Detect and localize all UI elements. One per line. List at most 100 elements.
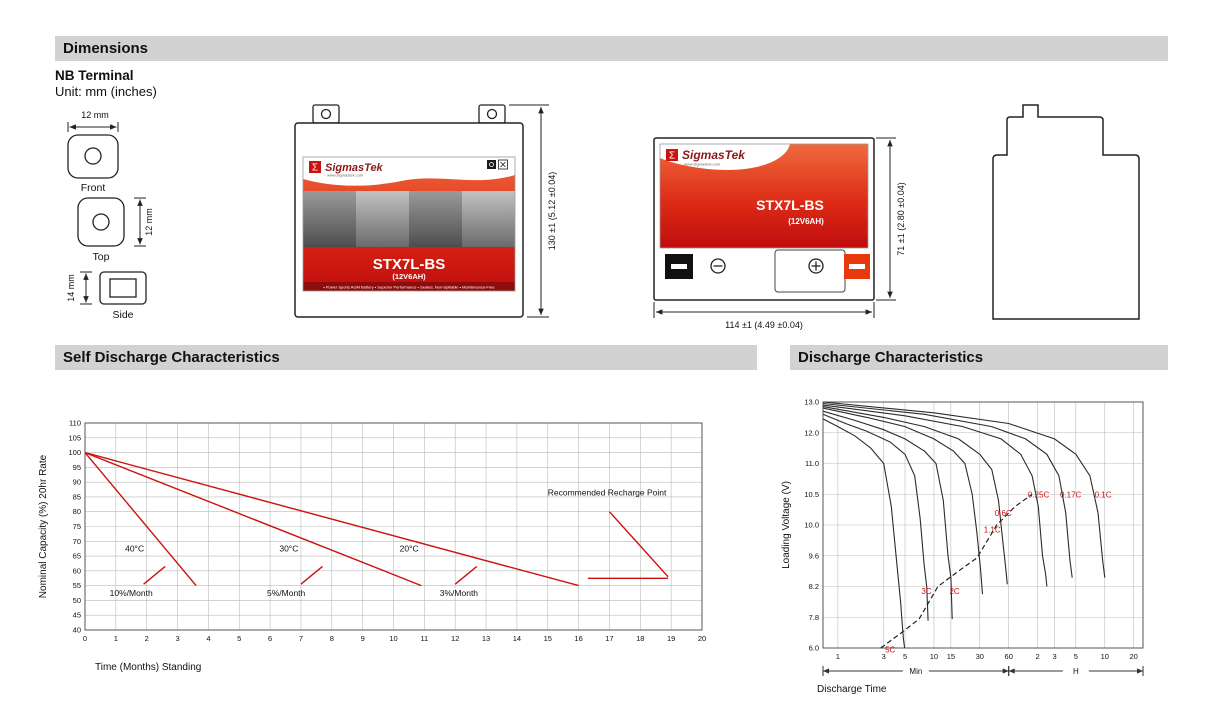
- battery-side-view: Σ SigmasTek www.sigmastek.com STX7L-BS (…: [653, 137, 906, 330]
- brand-name: SigmasTek: [325, 162, 384, 174]
- feature-text: • Power Sports AGM Battery • Superior Pe…: [323, 285, 495, 290]
- svg-text:85: 85: [73, 492, 81, 501]
- svg-text:9.6: 9.6: [809, 551, 819, 560]
- terminal-top-dimension: 12 mm: [134, 197, 154, 247]
- terminal-side-dim-label: 14 mm: [66, 274, 76, 302]
- svg-text:10: 10: [930, 652, 938, 661]
- sigma-logo-box: [309, 161, 321, 173]
- svg-text:12.0: 12.0: [804, 428, 819, 437]
- recycle-icons: [487, 159, 508, 170]
- svg-text:0.17C: 0.17C: [1060, 490, 1082, 499]
- terminal-front-bolt-hole: [84, 147, 102, 165]
- svg-text:13: 13: [482, 634, 490, 643]
- terminal-bolt-right: [486, 108, 498, 120]
- terminal-front-dim-label: 12 mm: [81, 110, 109, 120]
- svg-text:9: 9: [361, 634, 365, 643]
- svg-text:3: 3: [882, 652, 886, 661]
- dimensions-title: Dimensions: [63, 40, 149, 57]
- terminal-type-title: NB Terminal: [55, 68, 134, 83]
- svg-text:40: 40: [73, 626, 81, 635]
- svg-text:80: 80: [73, 507, 81, 516]
- svg-text:45: 45: [73, 611, 81, 620]
- section-header-dimensions: Dimensions: [55, 36, 1168, 61]
- svg-text:75: 75: [73, 522, 81, 531]
- svg-text:7: 7: [299, 634, 303, 643]
- svg-text:Loading Voltage (V): Loading Voltage (V): [781, 481, 792, 569]
- svg-text:1: 1: [836, 652, 840, 661]
- height-dim-label: 130 ±1 (5.12 ±0.04): [547, 172, 557, 250]
- width-dimension: 114 ±1 (4.49 ±0.04): [653, 302, 875, 330]
- svg-text:105: 105: [68, 433, 81, 442]
- label-swoosh: [303, 157, 515, 186]
- polarity-markers: [665, 249, 870, 293]
- svg-text:Recommended Recharge Point: Recommended Recharge Point: [548, 487, 667, 497]
- terminal-top-bolt-hole: [92, 213, 110, 231]
- svg-text:3: 3: [1052, 652, 1056, 661]
- svg-text:10.0: 10.0: [804, 521, 819, 530]
- svg-text:2: 2: [145, 634, 149, 643]
- sigmastek-logo: Σ SigmasTek www.sigmastek.com: [309, 161, 384, 178]
- curve-0.6C: [822, 406, 1008, 585]
- battery-profile-outline: [992, 104, 1140, 320]
- curve-5C: [822, 418, 906, 649]
- series-5%/Month: [84, 451, 422, 587]
- section-header-discharge: Discharge Characteristics: [790, 345, 1168, 370]
- brand-name-side: SigmasTek: [682, 148, 746, 162]
- svg-text:15: 15: [947, 652, 955, 661]
- battery-front-terminals: [312, 104, 506, 124]
- svg-text:30: 30: [976, 652, 984, 661]
- svg-text:Discharge Time: Discharge Time: [817, 684, 887, 695]
- terminal-bolt-left: [320, 108, 332, 120]
- svg-text:13.0: 13.0: [804, 398, 819, 407]
- svg-text:10: 10: [1101, 652, 1109, 661]
- model-number-front: STX7L-BS: [373, 256, 446, 273]
- svg-text:2: 2: [1036, 652, 1040, 661]
- dashed-recharge-line: [880, 493, 1033, 649]
- svg-text:10: 10: [389, 634, 397, 643]
- curve-3C: [822, 413, 929, 621]
- svg-text:100: 100: [68, 448, 81, 457]
- capacity-front: (12V6AH): [392, 272, 426, 281]
- curve-1.1C: [822, 407, 984, 595]
- terminal-side-label: Side: [112, 309, 133, 321]
- svg-text:11.0: 11.0: [805, 459, 819, 468]
- curve-0.1C: [822, 401, 1106, 578]
- svg-text:12: 12: [451, 634, 459, 643]
- svg-text:70: 70: [73, 537, 81, 546]
- curve-2C: [822, 410, 953, 620]
- model-number-side: STX7L-BS: [756, 197, 824, 213]
- self-discharge-plot: 0 1 2 3 4 5 6 7 8 9 10 11 12 13 14 15 16 17 18 19 2040455055…: [38, 419, 706, 674]
- unit-note: Unit: mm (inches): [55, 84, 157, 99]
- svg-text:H: H: [1073, 667, 1079, 676]
- battery-profile-view: [992, 104, 1140, 320]
- series-recharge-slash-40C: [143, 565, 166, 585]
- svg-text:6: 6: [268, 634, 272, 643]
- terminal-top-label: Top: [93, 251, 110, 263]
- svg-text:3%/Month: 3%/Month: [440, 588, 479, 598]
- terminal-front-shape: Front: [67, 134, 119, 194]
- width-dim-label: 114 ±1 (4.49 ±0.04): [725, 320, 803, 330]
- depth-dimension: 71 ±1 (2.80 ±0.04): [876, 137, 906, 301]
- series-recharge-slash-20C: [454, 565, 478, 585]
- discharge-title: Discharge Characteristics: [798, 349, 984, 366]
- battery-side-label: Σ SigmasTek www.sigmastek.com STX7L-BS (…: [659, 143, 869, 249]
- svg-text:7.8: 7.8: [809, 613, 819, 622]
- brand-website: www.sigmastek.com: [327, 173, 364, 178]
- depth-dim-label: 71 ±1 (2.80 ±0.04): [896, 182, 906, 255]
- svg-text:5%/Month: 5%/Month: [267, 588, 306, 598]
- terminal-front-label: Front: [81, 182, 106, 194]
- svg-text:11: 11: [420, 634, 428, 643]
- svg-text:Nominal Capacity (%) 20hr Rate: Nominal Capacity (%) 20hr Rate: [38, 454, 49, 598]
- brand-website-side: www.sigmastek.com: [684, 162, 721, 167]
- svg-text:17: 17: [605, 634, 613, 643]
- recycle-icon: [487, 160, 496, 169]
- svg-text:95: 95: [73, 463, 81, 472]
- terminal-side-nut: [109, 278, 137, 298]
- battery-front-label: Σ SigmasTek www.sigmastek.com STX7L-BS (…: [302, 156, 516, 292]
- negative-terminal-icon: [710, 258, 726, 274]
- terminal-top-dim-label: 12 mm: [144, 208, 154, 236]
- label-swoosh-side: [660, 144, 790, 170]
- svg-text:5: 5: [903, 652, 907, 661]
- svg-text:0: 0: [83, 634, 87, 643]
- discharge-chart: 13.0 12.0 11.0 10.5 10.0 9.6 8.2 7.8 6.0 1 3 5 10 15 3…: [781, 398, 1144, 695]
